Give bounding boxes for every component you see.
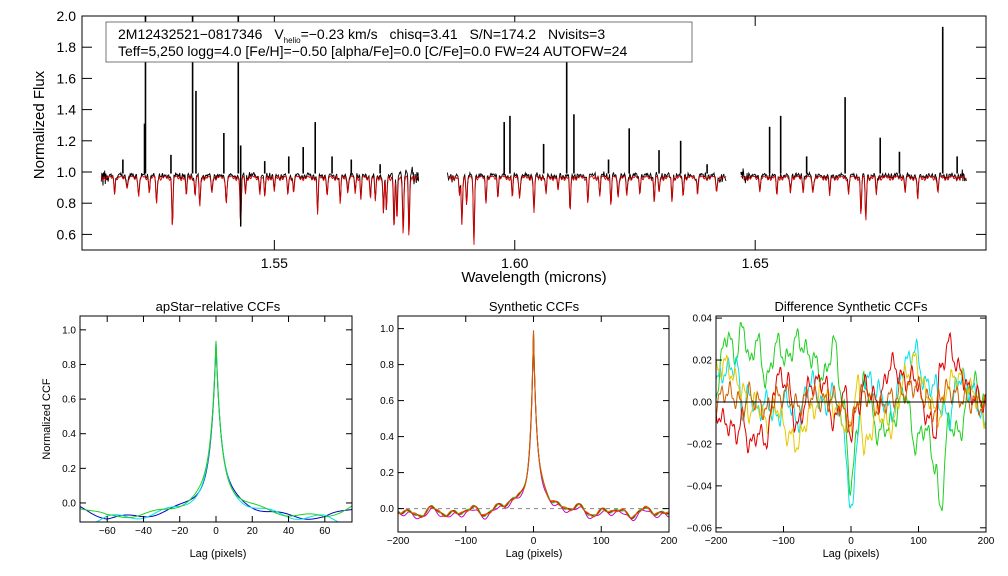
- synthetic-ccf-series-4: [398, 331, 669, 519]
- spectrum-panel: 1.55 1.60 1.65 0.6 0.8 1.0 1.2 1.4 1.6 1.8 2.0 Wav…: [31, 8, 987, 286]
- synthetic-ccf-x-axis-label: Lag (pixels): [506, 548, 563, 560]
- snr-value: S/N=174.2: [470, 26, 537, 42]
- apstar-ccf-y-tick-label: 0.6: [62, 395, 76, 406]
- spectrum-y-tick-label: 1.8: [57, 39, 77, 55]
- spectrum-y-tick-label: 2.0: [57, 8, 77, 24]
- info-box-frame: [105, 21, 693, 63]
- synthetic-ccf-lines: [398, 330, 669, 522]
- spectrum-axes: 1.55 1.60 1.65 0.6 0.8 1.0 1.2 1.4 1.6 1.8 2.0: [57, 8, 987, 271]
- info-line-2: Teff=5,250 logg=4.0 [Fe/H]=−0.50 [alpha/…: [118, 43, 627, 59]
- spectrum-y-tick-label: 0.8: [57, 195, 77, 211]
- model-spectrum-chip-2: [447, 174, 727, 245]
- difference-ccf-y-tick-label: 0.04: [693, 314, 713, 325]
- difference-ccf-traces: [716, 321, 986, 512]
- difference-ccf-x-tick-label: 200: [978, 536, 995, 547]
- difference-ccf-axes: −200 −100 0 100 200 −0.06 −0.04 −0.02 0.00 0.02 0.…: [687, 314, 995, 547]
- apstar-ccf-series-3: [80, 341, 352, 519]
- difference-ccf-x-tick-label: −200: [705, 536, 728, 547]
- difference-ccf-x-tick-label: −100: [772, 536, 795, 547]
- apstar-ccf-y-tick-label: 1.0: [62, 325, 76, 336]
- apstar-ccf-series-2: [95, 340, 340, 522]
- spectrum-x-axis-label: Wavelength (microns): [461, 269, 606, 286]
- apstar-ccf-x-axis-label: Lag (pixels): [190, 548, 247, 560]
- synthetic-ccf-x-tick-label: −100: [454, 536, 477, 547]
- apstar-ccf-x-tick-label: −40: [135, 526, 152, 537]
- difference-ccf-series-brown: [716, 375, 986, 434]
- apstar-ccf-y-tick-label: 0.8: [62, 360, 76, 371]
- difference-ccf-panel: Difference Synthetic CCFs −200 −100 0 100 20…: [687, 299, 995, 560]
- model-spectrum-chip-1: [100, 174, 419, 236]
- v-helio-subscript: helio: [284, 36, 301, 45]
- spectrum-y-tick-label: 1.6: [57, 70, 77, 86]
- apstar-ccf-x-tick-label: 40: [283, 526, 295, 537]
- apstar-ccf-panel: apStar−relative CCFs −60 −40 −20 0 20 40 60 0.0…: [41, 299, 353, 560]
- spectrum-y-tick-label: 1.2: [57, 133, 77, 149]
- apstar-ccf-y-tick-label: 0.0: [62, 498, 76, 509]
- difference-ccf-x-tick-label: 0: [848, 536, 854, 547]
- info-line-1: 2M12432521−0817346 Vhelio=−0.23 km/s chi…: [118, 26, 605, 45]
- spectrum-y-axis-label: Normalized Flux: [31, 70, 48, 179]
- difference-ccf-series-red: [716, 331, 986, 454]
- difference-ccf-y-tick-label: −0.02: [687, 439, 713, 450]
- difference-ccf-x-axis-label: Lag (pixels): [823, 548, 880, 560]
- apstar-ccf-traces: [80, 340, 352, 522]
- apstar-ccf-x-tick-label: 0: [213, 526, 219, 537]
- synthetic-ccf-x-tick-label: −200: [387, 536, 410, 547]
- synthetic-ccf-y-tick-label: 0.0: [380, 504, 394, 515]
- model-spectrum-chip-3: [740, 174, 967, 221]
- chisq-value: chisq=3.41: [390, 26, 458, 42]
- difference-ccf-lines: [716, 321, 986, 512]
- v-helio-symbol: V: [274, 26, 284, 42]
- synthetic-ccf-y-tick-label: 0.4: [380, 432, 394, 443]
- difference-ccf-series-green: [716, 321, 986, 512]
- synthetic-ccf-x-tick-label: 100: [593, 536, 610, 547]
- synthetic-ccf-panel: Synthetic CCFs −200 −100 0 100 200 0.0 0.2 0.4 0…: [380, 299, 678, 560]
- nvisits-value: Nvisits=3: [548, 26, 605, 42]
- spectrum-x-tick-label: 1.60: [501, 255, 528, 271]
- apstar-ccf-y-tick-label: 0.2: [62, 464, 76, 475]
- synthetic-ccf-x-tick-label: 0: [531, 536, 537, 547]
- synthetic-ccf-y-tick-label: 0.2: [380, 468, 394, 479]
- difference-ccf-y-tick-label: −0.04: [687, 481, 713, 492]
- apstar-ccf-x-tick-label: 60: [319, 526, 331, 537]
- spectrum-y-tick-label: 1.4: [57, 102, 77, 118]
- spectrum-y-tick-label: 0.6: [57, 226, 77, 242]
- spectrum-x-tick-label: 1.55: [261, 255, 288, 271]
- apstar-ccf-title: apStar−relative CCFs: [156, 299, 281, 314]
- apstar-ccf-y-axis-label: Normalized CCF: [41, 378, 53, 460]
- synthetic-ccf-y-tick-label: 0.8: [380, 360, 394, 371]
- apstar-ccf-x-tick-label: −20: [171, 526, 188, 537]
- apstar-ccf-lines: [80, 340, 352, 522]
- apstar-ccf-x-tick-label: −60: [99, 526, 116, 537]
- synthetic-ccf-y-tick-label: 0.6: [380, 396, 394, 407]
- synthetic-ccf-axes: −200 −100 0 100 200 0.0 0.2 0.4 0.6 0.8 1.0: [380, 315, 678, 547]
- synthetic-ccf-y-tick-label: 1.0: [380, 324, 394, 335]
- spectrum-y-tick-label: 1.0: [57, 164, 77, 180]
- info-box: 2M12432521−0817346 Vhelio=−0.23 km/s chi…: [105, 21, 693, 63]
- difference-ccf-y-tick-label: 0.02: [693, 356, 713, 367]
- difference-ccf-x-tick-label: 100: [910, 536, 927, 547]
- apstar-ccf-axes: −60 −40 −20 0 20 40 60 0.0 0.2 0.4 0.6 0.8 1.0: [62, 315, 353, 537]
- apstar-ccf-x-tick-label: 20: [247, 526, 259, 537]
- spectrum-x-tick-label: 1.65: [742, 255, 769, 271]
- v-helio-value: =−0.23 km/s: [301, 26, 378, 42]
- synthetic-ccf-title: Synthetic CCFs: [489, 299, 580, 314]
- difference-ccf-y-tick-label: 0.00: [693, 397, 713, 408]
- difference-ccf-y-tick-label: −0.06: [687, 523, 713, 534]
- difference-ccf-title: Difference Synthetic CCFs: [775, 299, 928, 314]
- spectrum-frame: [81, 15, 987, 251]
- synthetic-ccf-traces: [398, 330, 669, 522]
- apstar-ccf-y-tick-label: 0.4: [62, 429, 76, 440]
- object-id: 2M12432521−0817346: [118, 26, 263, 42]
- synthetic-ccf-x-tick-label: 200: [661, 536, 678, 547]
